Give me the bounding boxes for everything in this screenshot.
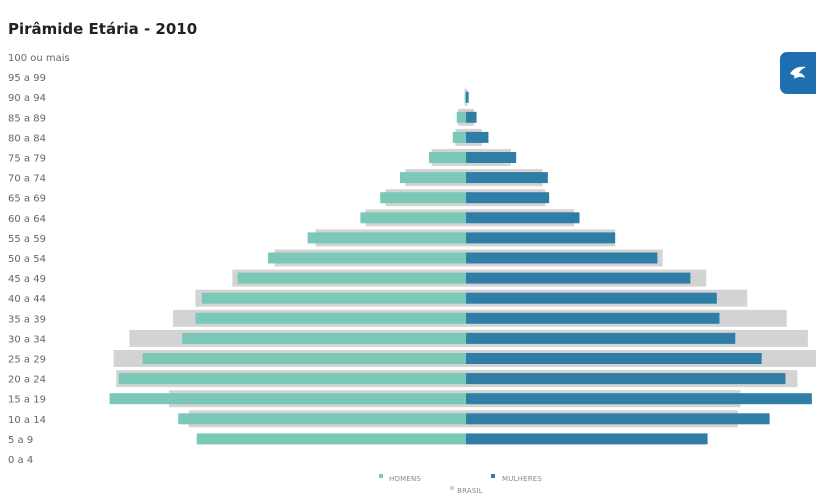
bar-homens-15-a-19 [109, 393, 466, 405]
bar-mulheres-55-a-59 [466, 232, 616, 244]
tick-label-75-a-79: 75 a 79 [8, 154, 46, 165]
tick-label-70-a-74: 70 a 74 [8, 174, 46, 185]
bird-icon [790, 66, 806, 79]
tick-label-50-a-54: 50 a 54 [8, 254, 46, 265]
tick-label-10-a-14: 10 a 14 [8, 415, 46, 426]
bar-mulheres-15-a-19 [466, 393, 812, 405]
bar-homens-10-a-14 [178, 413, 467, 425]
bar-mulheres-25-a-29 [466, 353, 762, 364]
bar-mulheres-50-a-54 [466, 252, 658, 264]
tick-label-85-a-89: 85 a 89 [8, 113, 46, 124]
tick-label-45-a-49: 45 a 49 [8, 274, 46, 285]
bar-homens-50-a-54 [268, 252, 466, 264]
tick-label-30-a-34: 30 a 34 [8, 334, 46, 345]
bar-mulheres-45-a-49 [466, 272, 691, 284]
tick-label-5-a-9: 5 a 9 [8, 435, 33, 446]
tick-label-0-a-4: 0 a 4 [8, 455, 33, 466]
bar-homens-40-a-44 [202, 292, 466, 304]
bar-homens-30-a-34 [182, 332, 466, 344]
bar-homens-65-a-69 [380, 192, 466, 204]
legend-swatch-mulheres [491, 474, 495, 478]
bar-mulheres-40-a-44 [466, 292, 717, 304]
chart-legend: HOMENS MULHERES BRASIL [379, 474, 542, 495]
bar-homens-5-a-9 [196, 433, 466, 445]
chart-title: Pirâmide Etária - 2010 [8, 20, 198, 38]
bar-homens-35-a-39 [195, 312, 466, 324]
bar-mulheres-70-a-74 [466, 172, 548, 184]
tick-label-25-a-29: 25 a 29 [8, 355, 46, 366]
bar-mulheres-80-a-84 [466, 131, 489, 143]
legend-label-mulheres: MULHERES [502, 475, 542, 483]
tick-label-35-a-39: 35 a 39 [8, 314, 46, 325]
bar-mulheres-60-a-64 [466, 212, 580, 224]
bar-homens-70-a-74 [400, 172, 466, 184]
tick-label-90-a-94: 90 a 94 [8, 93, 46, 104]
tick-label-65-a-69: 65 a 69 [8, 194, 46, 205]
tick-label-80-a-84: 80 a 84 [8, 133, 46, 144]
tick-label-15-a-19: 15 a 19 [8, 395, 46, 406]
bar-mulheres-5-a-9 [466, 433, 708, 445]
bar-mulheres-30-a-34 [466, 332, 736, 344]
bird-logo-icon[interactable] [780, 52, 816, 94]
bar-homens-75-a-79 [429, 152, 466, 163]
bar-homens-20-a-24 [118, 373, 466, 385]
tick-label-55-a-59: 55 a 59 [8, 234, 46, 245]
bar-homens-45-a-49 [237, 272, 466, 284]
tick-label-20-a-24: 20 a 24 [8, 375, 46, 386]
tick-label-95-a-99: 95 a 99 [8, 73, 46, 84]
bar-homens-60-a-64 [360, 212, 466, 224]
bar-mulheres-10-a-14 [466, 413, 770, 425]
bar-homens-85-a-89 [456, 111, 466, 123]
bar-homens-25-a-29 [142, 353, 466, 364]
legend-label-brasil: BRASIL [457, 487, 483, 495]
bar-mulheres-90-a-94 [466, 91, 469, 103]
tick-label-40-a-44: 40 a 44 [8, 294, 46, 305]
age-group-axis: 100 ou mais 95 a 99 90 a 94 85 a 89 80 a 84 7… [8, 53, 70, 466]
bar-mulheres-65-a-69 [466, 192, 550, 204]
homens-series [109, 91, 467, 445]
bar-homens-55-a-59 [307, 232, 466, 244]
legend-label-homens: HOMENS [389, 475, 421, 483]
bar-homens-80-a-84 [452, 131, 466, 143]
mulheres-series [466, 91, 812, 445]
legend-swatch-brasil [450, 486, 454, 490]
tick-label-60-a-64: 60 a 64 [8, 214, 46, 225]
bar-homens-90-a-94 [464, 91, 466, 103]
bar-mulheres-75-a-79 [466, 152, 517, 163]
bar-mulheres-35-a-39 [466, 312, 720, 324]
tick-label-100-ou-mais: 100 ou mais [8, 53, 70, 64]
legend-swatch-homens [379, 474, 383, 478]
bar-mulheres-20-a-24 [466, 373, 786, 385]
bar-mulheres-85-a-89 [466, 111, 477, 123]
